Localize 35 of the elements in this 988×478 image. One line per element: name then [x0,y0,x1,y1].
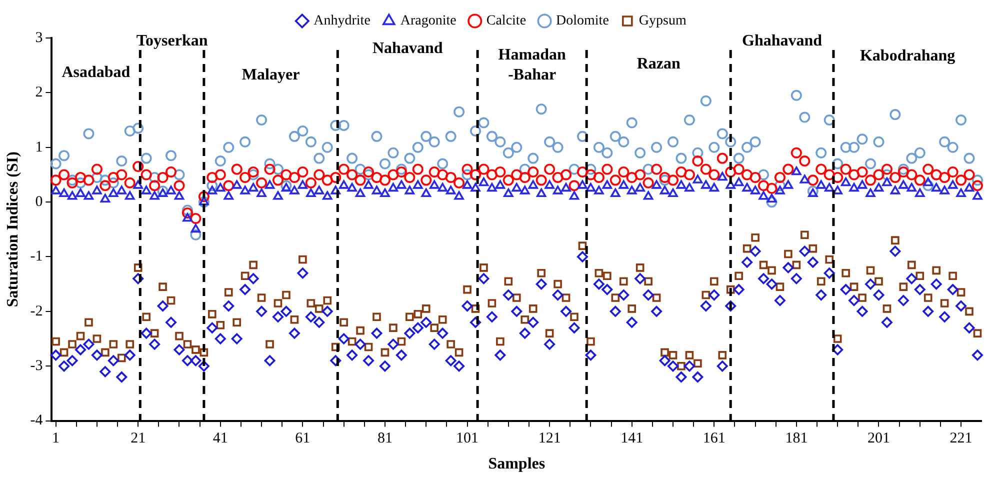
annotation: Razan [636,55,680,72]
x-tick-label: 161 [702,430,726,447]
legend-label: Dolomite [556,14,609,29]
y-tick-label: -2 [30,303,43,320]
annotation: Malayer [242,66,300,84]
y-tick-label: -1 [30,248,43,265]
annotation: Toyserkan [136,32,208,50]
annotation: Asadabad [62,64,130,82]
x-tick-label: 181 [785,430,808,447]
x-tick-label: 41 [212,430,228,447]
x-tick-label: 61 [295,430,310,447]
y-tick-label: 3 [35,30,43,46]
y-axis-title: Saturation Indices (SI) [4,152,22,308]
annotation: Hamadan -Bahar [498,46,566,84]
y-tick-label: -3 [30,358,43,374]
x-tick-label: 121 [538,430,561,447]
x-tick-label: 201 [867,430,890,447]
legend-label: Gypsum [638,14,686,29]
legend-label: Anhydrite [314,14,370,29]
annotation: Kabodrahang [860,48,956,65]
y-tick-label: 0 [35,194,43,210]
y-tick-label: 1 [35,139,43,156]
y-tick-label: -4 [30,412,44,429]
x-axis-title: Samples [488,456,546,473]
x-tick-label: 141 [620,430,644,447]
x-tick-label: 101 [456,430,479,447]
annotation: Ghahavand [742,32,822,50]
annotation: Nahavand [372,40,443,58]
legend-label: Aragonite [400,14,456,29]
x-tick-label: 21 [130,430,146,447]
x-tick-label: 1 [52,430,60,447]
y-tick-label: 2 [35,84,43,101]
legend-label: Calcite [486,14,526,29]
x-tick-label: 221 [950,430,972,447]
x-tick-label: 81 [377,430,392,447]
